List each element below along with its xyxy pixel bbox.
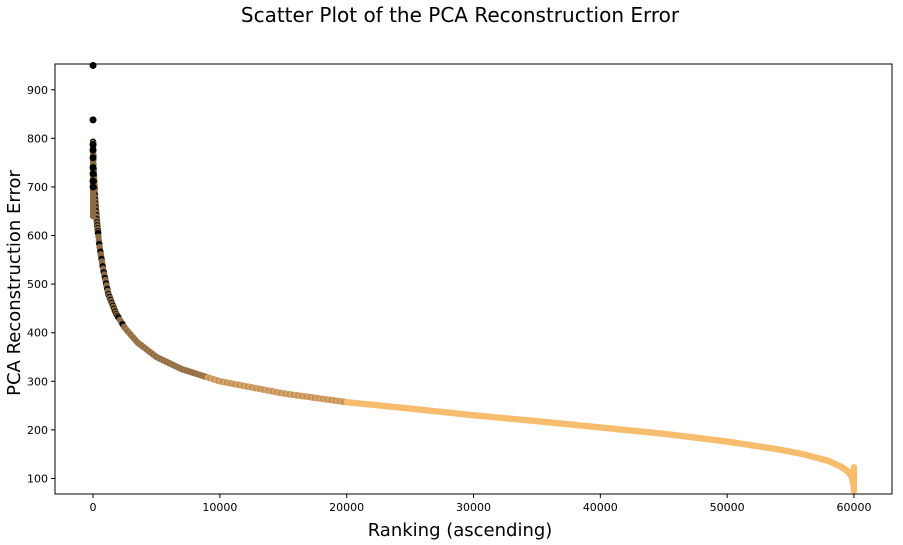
x-tick-label: 10000 bbox=[202, 501, 237, 514]
y-tick-label: 500 bbox=[27, 278, 48, 291]
outlier-point bbox=[89, 141, 97, 149]
x-tick-label: 60000 bbox=[836, 501, 871, 514]
outlier-point bbox=[89, 61, 97, 69]
x-tick-label: 50000 bbox=[710, 501, 745, 514]
x-tick-label: 20000 bbox=[329, 501, 364, 514]
chart-title: Scatter Plot of the PCA Reconstruction E… bbox=[241, 3, 680, 27]
plot-frame bbox=[54, 63, 893, 495]
outlier-point bbox=[89, 154, 97, 162]
x-tick-label: 40000 bbox=[583, 501, 618, 514]
y-tick-label: 700 bbox=[27, 181, 48, 194]
y-tick-label: 100 bbox=[27, 472, 48, 485]
y-tick-label: 200 bbox=[27, 424, 48, 437]
y-axis-label: PCA Reconstruction Error bbox=[4, 170, 25, 396]
data-point bbox=[850, 464, 858, 471]
outlier-point bbox=[89, 116, 97, 124]
outlier-point bbox=[89, 163, 97, 171]
y-tick-label: 800 bbox=[27, 132, 48, 145]
outlier-point bbox=[89, 177, 97, 185]
y-tick-label: 400 bbox=[27, 327, 48, 340]
y-tick-label: 900 bbox=[27, 84, 48, 97]
x-tick-label: 0 bbox=[90, 501, 97, 514]
data-points bbox=[89, 61, 858, 494]
y-tick-label: 300 bbox=[27, 375, 48, 388]
outlier-point bbox=[89, 146, 97, 154]
x-axis-label: Ranking (ascending) bbox=[368, 520, 553, 541]
y-axis-ticks: 100 200 300 400 500 600 700 800 900 bbox=[27, 84, 55, 485]
outlier-point bbox=[89, 170, 97, 178]
y-tick-label: 600 bbox=[27, 230, 48, 243]
x-axis-ticks: 0 10000 20000 30000 40000 50000 60000 bbox=[90, 494, 871, 514]
outlier-point bbox=[89, 183, 97, 191]
x-tick-label: 30000 bbox=[456, 501, 491, 514]
